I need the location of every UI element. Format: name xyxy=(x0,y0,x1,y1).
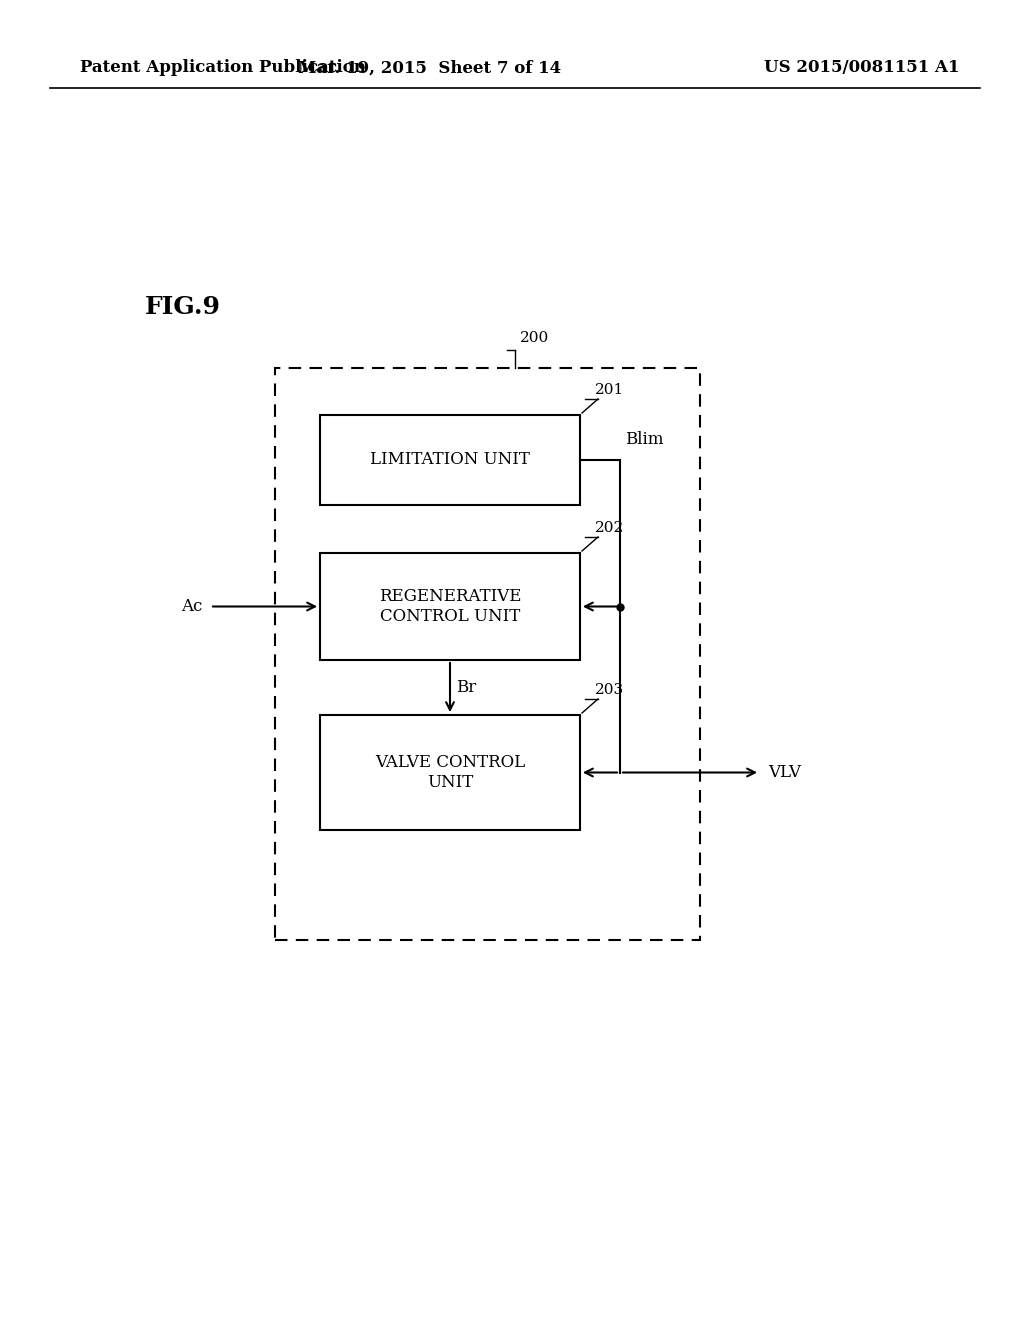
Bar xyxy=(319,414,580,506)
Text: 200: 200 xyxy=(520,331,549,345)
Text: Mar. 19, 2015  Sheet 7 of 14: Mar. 19, 2015 Sheet 7 of 14 xyxy=(298,59,561,77)
Text: Blim: Blim xyxy=(625,432,664,447)
Text: FIG.9: FIG.9 xyxy=(145,294,221,319)
Text: Patent Application Publication: Patent Application Publication xyxy=(80,59,366,77)
Text: 201: 201 xyxy=(595,383,625,397)
Bar xyxy=(319,715,580,830)
Text: Br: Br xyxy=(456,678,476,696)
Bar xyxy=(275,368,700,940)
Text: 202: 202 xyxy=(595,521,625,535)
Text: US 2015/0081151 A1: US 2015/0081151 A1 xyxy=(765,59,961,77)
Text: 203: 203 xyxy=(595,682,624,697)
Text: VALVE CONTROL
UNIT: VALVE CONTROL UNIT xyxy=(375,754,525,791)
Text: REGENERATIVE
CONTROL UNIT: REGENERATIVE CONTROL UNIT xyxy=(379,589,521,624)
Text: LIMITATION UNIT: LIMITATION UNIT xyxy=(370,451,530,469)
Text: Ac: Ac xyxy=(180,598,202,615)
Bar xyxy=(319,553,580,660)
Text: VLV: VLV xyxy=(768,764,801,781)
